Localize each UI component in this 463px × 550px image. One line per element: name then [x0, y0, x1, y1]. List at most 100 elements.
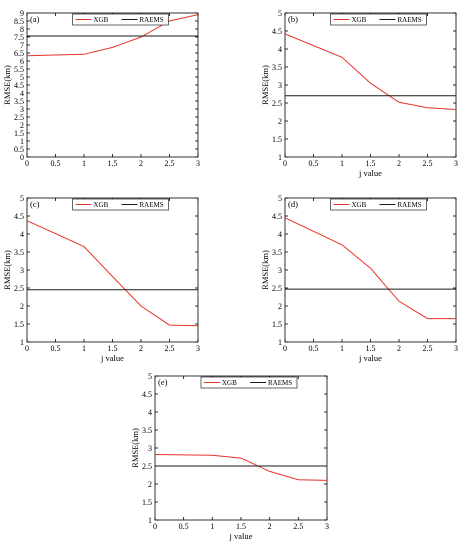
legend-box: [200, 376, 298, 389]
y-tick-label: 4: [278, 45, 282, 54]
y-tick-label: 5: [278, 9, 282, 18]
x-tick-label: 2.5: [423, 344, 433, 353]
x-tick-label: 2.5: [423, 159, 433, 168]
plot-frame: [26, 197, 199, 343]
y-tick-label: 5: [148, 372, 152, 381]
y-tick-label: 4.5: [14, 212, 24, 221]
y-tick-label: 5: [20, 194, 24, 203]
legend-label-raems: RAEMS: [140, 16, 164, 24]
y-axis-label: RMSE(km): [130, 428, 140, 468]
chart-panel-2: 0 0.5 1 1.5 2 2.5 3 1 1.5 2 2.5 3 3.5 4 4.5 5 j value RMS…: [260, 9, 458, 178]
chart-panel-4: 0 0.5 1 1.5 2 2.5 3 1 1.5 2 2.5 3 3.5 4 4.5 5 j value RMS…: [260, 194, 458, 363]
chart-panel-5: 0 0.5 1 1.5 2 2.5 3 1 1.5 2 2.5 3 3.5 4 4.5 5 j value RMS…: [130, 372, 329, 541]
y-tick-label: 7.5: [14, 33, 24, 42]
y-tick-label: 2.5: [142, 462, 152, 471]
x-tick-label: 0.5: [309, 159, 319, 168]
x-tick-label: 0.5: [51, 159, 61, 168]
y-tick-label: 4: [20, 230, 24, 239]
x-tick-label: 1: [82, 159, 86, 168]
legend: XGB RAEMS: [72, 198, 169, 211]
y-tick-label: 4.5: [272, 212, 282, 221]
y-tick-label: 2: [148, 480, 152, 489]
y-tick-label: 3.5: [142, 426, 152, 435]
panel-label: (a): [30, 14, 40, 24]
y-tick-label: 3: [148, 444, 152, 453]
x-tick-label: 1: [340, 159, 344, 168]
x-axis-label: j value: [358, 168, 382, 178]
series-line-xgb: [26, 14, 199, 57]
x-tick-label: 1.5: [108, 344, 118, 353]
x-tick-label: 2.5: [165, 344, 175, 353]
y-tick-label: 2.5: [14, 284, 24, 293]
y-tick-label: 3: [20, 266, 24, 275]
legend-label-xgb: XGB: [94, 201, 109, 209]
y-tick-label: 1.5: [142, 498, 152, 507]
x-tick-label: 2.5: [293, 522, 303, 531]
chart-panel-3: 0 0.5 1 1.5 2 2.5 3 1 1.5 2 2.5 3 3.5 4 4.5 5 j value RMS…: [2, 194, 200, 363]
y-tick-label: 2.5: [14, 113, 24, 122]
y-tick-label: 2.5: [272, 284, 282, 293]
x-tick-label: 2: [139, 159, 143, 168]
legend-label-raems: RAEMS: [398, 16, 422, 24]
y-axis-label: RMSE(km): [2, 250, 12, 290]
y-tick-label: 9: [20, 9, 24, 18]
x-axis-label: j value: [229, 531, 253, 541]
legend-label-xgb: XGB: [94, 16, 109, 24]
series-line-xgb: [26, 220, 199, 327]
y-axis-label: RMSE(km): [260, 65, 270, 105]
panel-label: (c): [30, 199, 40, 209]
y-tick-label: 1.5: [272, 135, 282, 144]
legend-label-xgb: XGB: [352, 16, 367, 24]
legend-box: [330, 198, 427, 211]
x-tick-label: 3: [454, 344, 458, 353]
x-axis-label: j value: [100, 353, 124, 363]
y-tick-label: 1.5: [14, 320, 24, 329]
y-tick-label: 4: [20, 89, 24, 98]
legend: XGB RAEMS: [330, 13, 427, 26]
x-tick-label: 2: [397, 344, 401, 353]
y-tick-label: 2.5: [272, 99, 282, 108]
x-tick-label: 0: [153, 522, 157, 531]
panel-label: (e): [158, 377, 168, 387]
y-tick-label: 4: [148, 408, 152, 417]
y-tick-label: 0: [20, 153, 24, 162]
x-tick-label: 0.5: [309, 344, 319, 353]
legend: XGB RAEMS: [200, 376, 298, 389]
x-tick-label: 2.5: [165, 159, 175, 168]
y-tick-label: 2: [278, 117, 282, 126]
y-tick-label: 5: [278, 194, 282, 203]
x-tick-label: 1.5: [236, 522, 246, 531]
x-tick-label: 1: [82, 344, 86, 353]
y-tick-label: 8: [20, 25, 24, 34]
x-axis-label: j value: [358, 353, 382, 363]
x-tick-label: 3: [325, 522, 329, 531]
y-tick-label: 6.5: [14, 49, 24, 58]
x-tick-label: 1: [210, 522, 214, 531]
y-tick-label: 4.5: [14, 81, 24, 90]
y-tick-label: 3.5: [14, 248, 24, 257]
x-tick-label: 1.5: [366, 159, 376, 168]
y-tick-label: 3.5: [272, 63, 282, 72]
y-tick-label: 3: [20, 105, 24, 114]
y-tick-label: 4.5: [272, 27, 282, 36]
y-tick-label: 5.5: [14, 65, 24, 74]
plot-frame: [154, 375, 328, 521]
legend-label-raems: RAEMS: [140, 201, 164, 209]
x-tick-label: 3: [196, 344, 200, 353]
panel-label: (b): [288, 14, 298, 24]
x-tick-label: 1: [340, 344, 344, 353]
x-tick-label: 3: [196, 159, 200, 168]
y-tick-label: 2: [20, 302, 24, 311]
chart-panel-1: 0 0.5 1 1.5 2 2.5 300.511.522.533.544.555.566.…: [2, 9, 200, 168]
y-tick-label: 3: [278, 266, 282, 275]
plot-frame: [284, 197, 457, 343]
y-tick-label: 8.5: [14, 17, 24, 26]
panel-label: (d): [288, 199, 298, 209]
legend-label-xgb: XGB: [352, 201, 367, 209]
y-tick-label: 7: [20, 41, 24, 50]
series-line-xgb: [284, 33, 457, 110]
x-tick-label: 0.5: [179, 522, 189, 531]
y-tick-label: 2: [278, 302, 282, 311]
legend-box: [330, 13, 427, 26]
